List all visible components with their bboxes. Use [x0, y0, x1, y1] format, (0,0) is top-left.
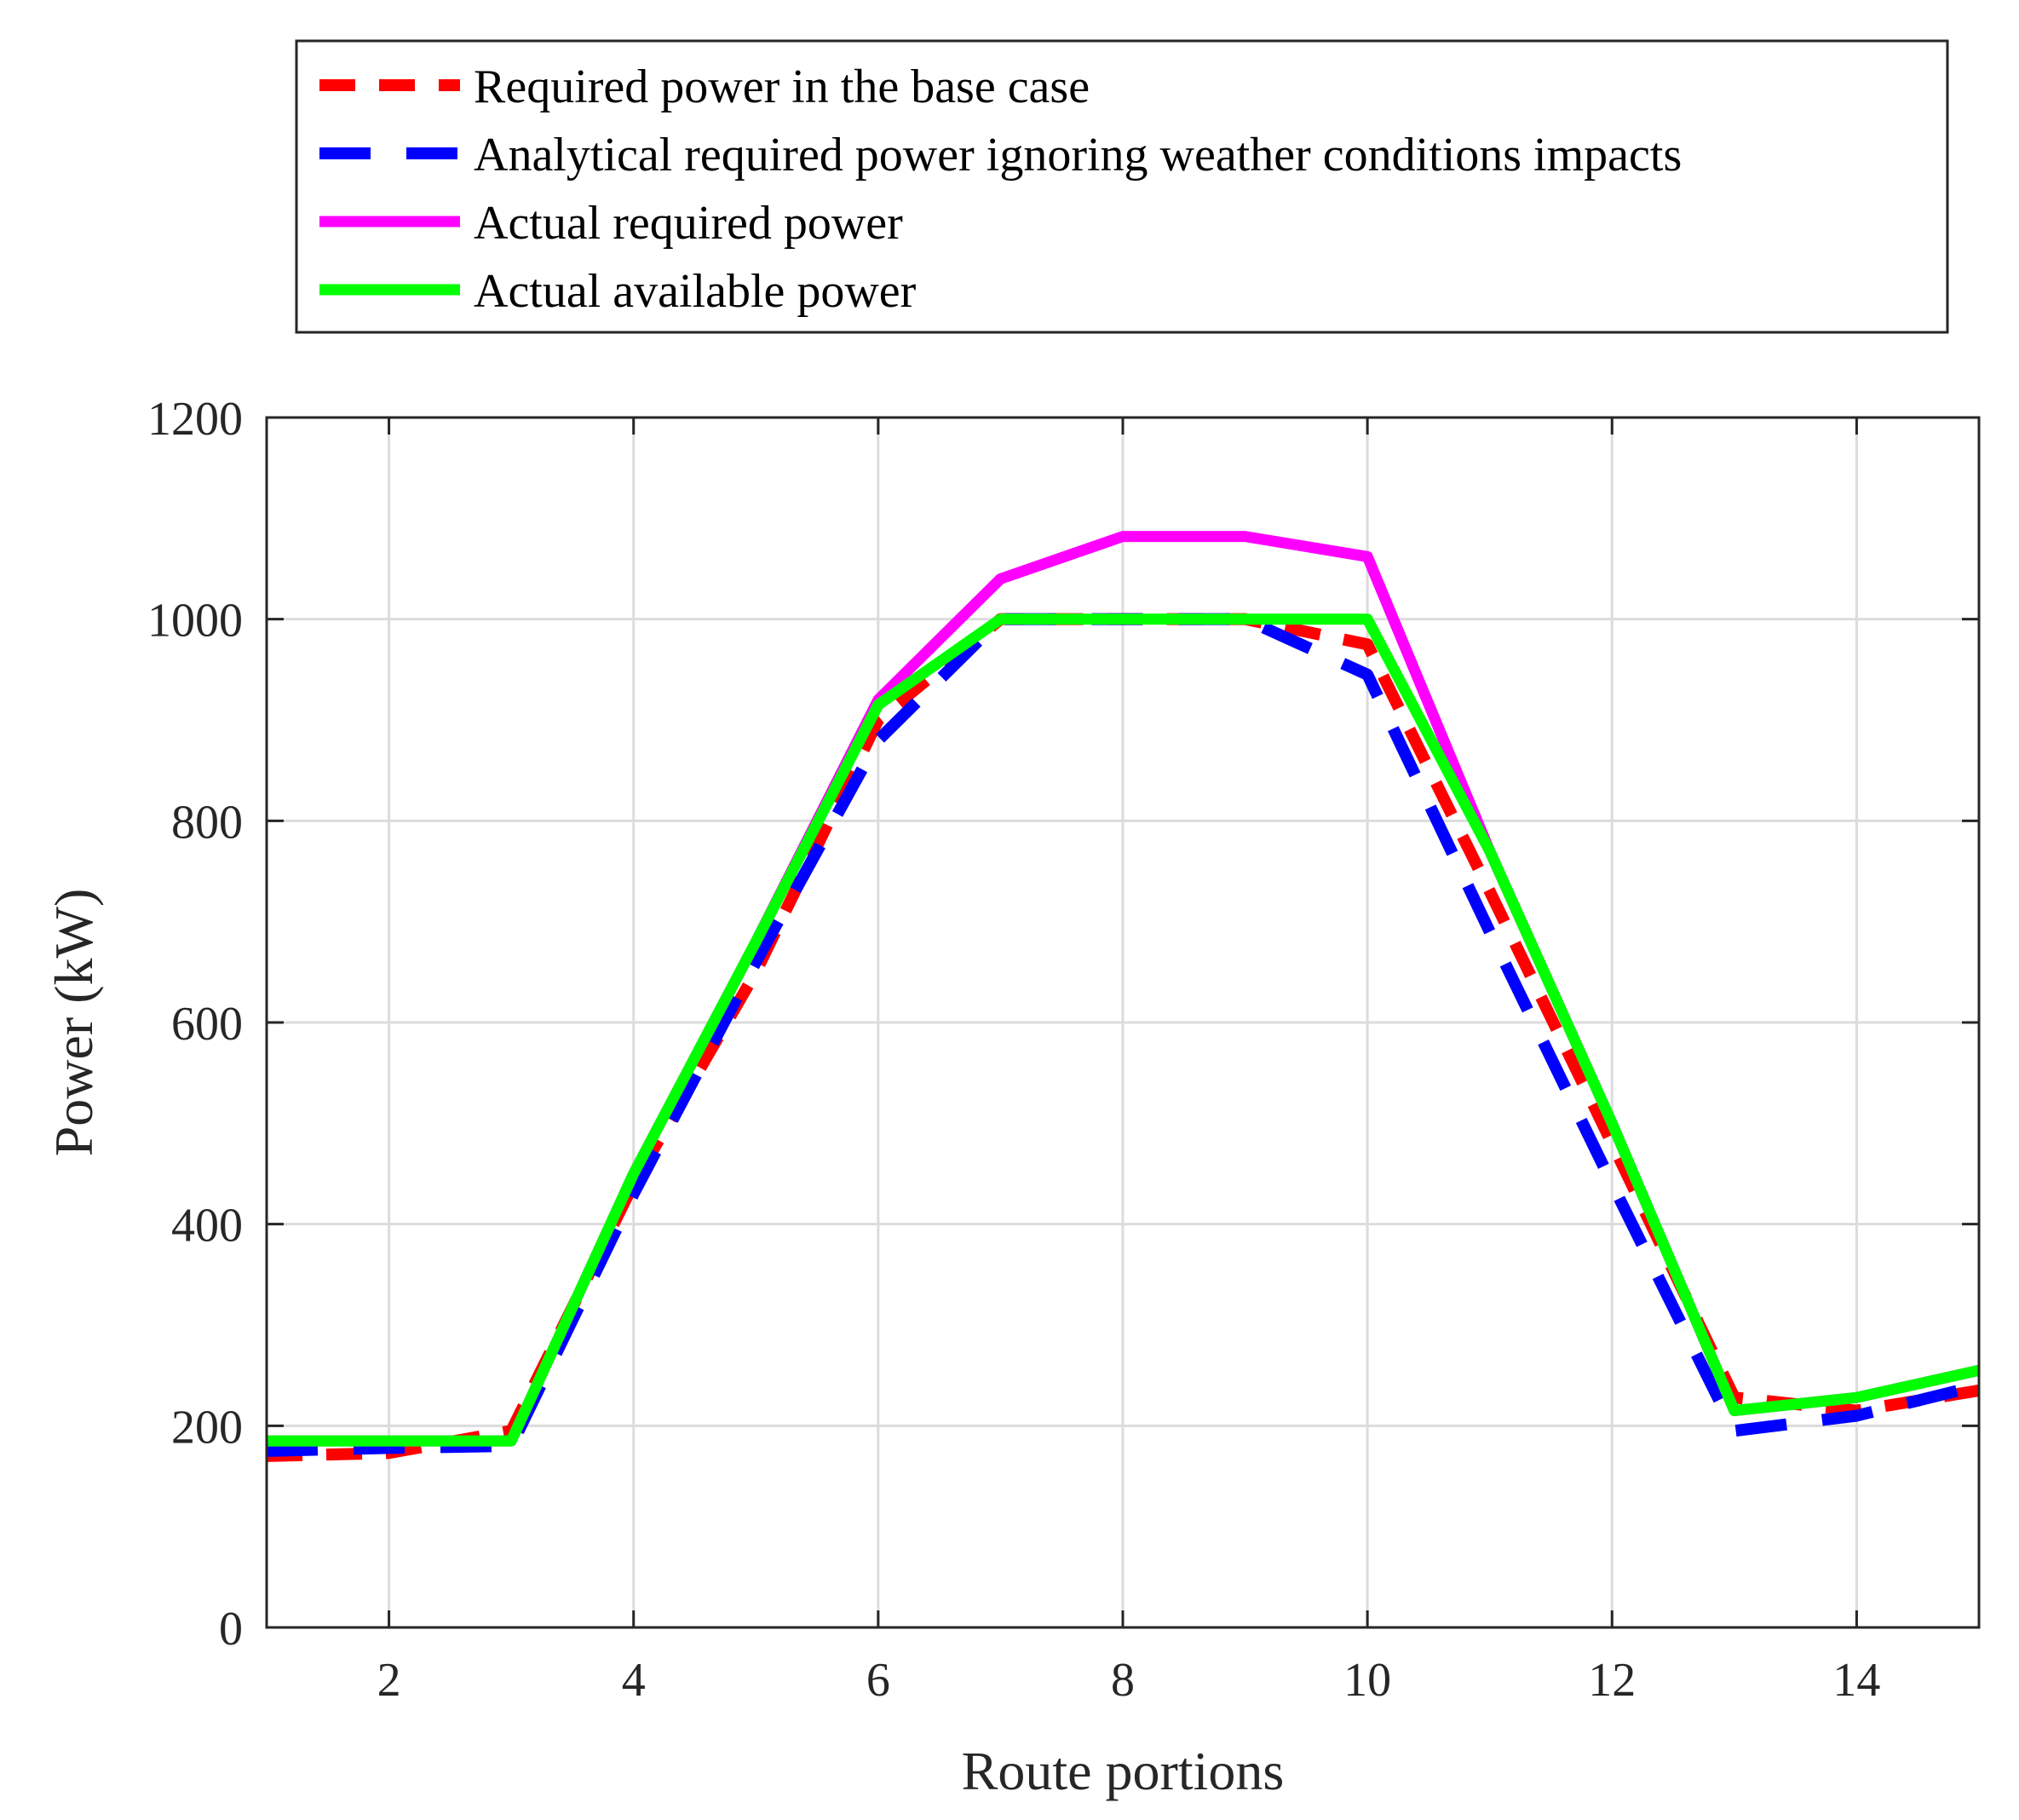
- x-tick-label: 14: [1832, 1654, 1880, 1707]
- x-tick-label: 10: [1343, 1654, 1391, 1707]
- legend-label: Required power in the base case: [474, 60, 1090, 113]
- y-tick-label: 1000: [147, 595, 243, 648]
- y-tick-label: 600: [171, 998, 243, 1051]
- y-tick-label: 1200: [147, 393, 243, 446]
- tick-labels: 2 4 6 8 10 12 14 0 200 400 600 800 1000 1200: [147, 393, 1880, 1707]
- series-line-4: [267, 613, 1981, 1447]
- x-tick-label: 12: [1588, 1654, 1636, 1707]
- legend-label: Actual required power: [474, 197, 903, 250]
- legend-box: [295, 39, 1949, 334]
- x-tick-label: 2: [377, 1654, 401, 1707]
- legend: Required power in the base case Analytica…: [295, 39, 1949, 334]
- x-tick-label: 8: [1111, 1654, 1135, 1707]
- series-lines: [266, 531, 1981, 1462]
- plot-frame: [265, 416, 1981, 1629]
- y-tick-label: 200: [171, 1401, 243, 1454]
- y-axis-title: Power (kW): [43, 889, 104, 1157]
- x-axis-title: Route portions: [962, 1741, 1285, 1801]
- legend-label: Actual available power: [474, 265, 917, 318]
- y-tick-label: 400: [171, 1200, 243, 1253]
- legend-label: Analytical required power ignoring weath…: [474, 129, 1682, 181]
- y-tick-label: 800: [171, 796, 243, 849]
- x-tick-label: 6: [866, 1654, 890, 1707]
- x-tick-label: 4: [622, 1654, 646, 1707]
- y-tick-label: 0: [219, 1603, 243, 1656]
